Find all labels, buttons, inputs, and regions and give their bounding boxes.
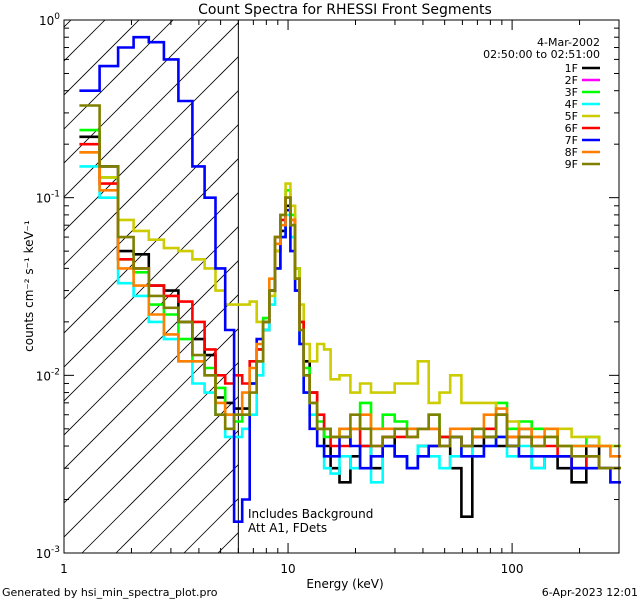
hatch-line [64, 22, 239, 198]
hatch-line [64, 260, 239, 436]
legend-item-7F: 7F [565, 134, 600, 147]
x-axis-label: Energy (keV) [306, 577, 383, 591]
hatch-line [64, 20, 106, 62]
hatch-line [0, 0, 104, 553]
chart-title: Count Spectra for RHESSI Front Segments [198, 2, 492, 18]
legend-label: 2F [565, 74, 578, 87]
legend-item-1F: 1F [565, 62, 600, 75]
x-tick-label: 10 [280, 562, 295, 576]
axes: 1 10 100 10-3 10-2 10-1 100 [36, 12, 620, 576]
hatch-line [64, 362, 239, 538]
hatch-line [64, 56, 239, 232]
legend-label: 3F [565, 86, 578, 99]
hatch-line [64, 328, 239, 504]
legend-label: 4F [565, 98, 578, 111]
hatch-line [320, 0, 640, 553]
y-tick-label: 100 [39, 12, 60, 28]
y-tick-label: 10-3 [36, 545, 60, 561]
hatch-line [64, 192, 239, 368]
y-tick-label: 10-1 [36, 190, 60, 206]
hatch-line [64, 294, 239, 470]
hatch-line [64, 226, 239, 402]
hatch-region [0, 0, 640, 553]
hatch-line [64, 20, 208, 164]
legend-label: 5F [565, 110, 578, 123]
y-axis-label: counts cm⁻² s⁻¹ keV⁻¹ [22, 220, 36, 352]
series-layer [79, 35, 621, 523]
hatch-line [64, 124, 239, 300]
legend-item-9F: 9F [565, 158, 600, 171]
series-line-5F [79, 151, 621, 448]
series-line-9F [79, 104, 621, 470]
legend-item-2F: 2F [565, 74, 600, 87]
legend-item-4F: 4F [565, 98, 600, 111]
legend-label: 1F [565, 62, 578, 75]
annotation-attenuator: Att A1, FDets [248, 521, 327, 535]
annotation-background: Includes Background [248, 507, 373, 521]
series-line-3F [79, 128, 621, 448]
legend-item-5F: 5F [565, 110, 600, 123]
hatch-line [115, 430, 239, 553]
legend: 4-Mar-2002 02:50:00 to 02:51:00 1F2F3F4F… [483, 36, 600, 171]
legend-item-3F: 3F [565, 86, 600, 99]
legend-label: 8F [565, 146, 578, 159]
hatch-line [64, 20, 140, 96]
footer-date: 6-Apr-2023 12:01 [542, 586, 638, 599]
hatch-line [64, 20, 174, 130]
legend-item-8F: 8F [565, 146, 600, 159]
x-tick-label: 100 [501, 562, 524, 576]
series-line-7F [79, 35, 621, 523]
legend-label: 6F [565, 122, 578, 135]
y-tick-label: 10-2 [36, 367, 60, 383]
x-tick-label: 1 [60, 562, 68, 576]
legend-date: 4-Mar-2002 [537, 36, 600, 49]
plot-frame [63, 19, 620, 554]
legend-time-range: 02:50:00 to 02:51:00 [483, 48, 600, 61]
legend-label: 9F [565, 158, 578, 171]
hatch-line [64, 90, 239, 266]
legend-item-6F: 6F [565, 122, 600, 135]
footer-generated-by: Generated by hsi_min_spectra_plot.pro [2, 586, 218, 599]
legend-label: 7F [565, 134, 578, 147]
hatch-line [252, 0, 640, 553]
hatch-line [81, 396, 239, 553]
